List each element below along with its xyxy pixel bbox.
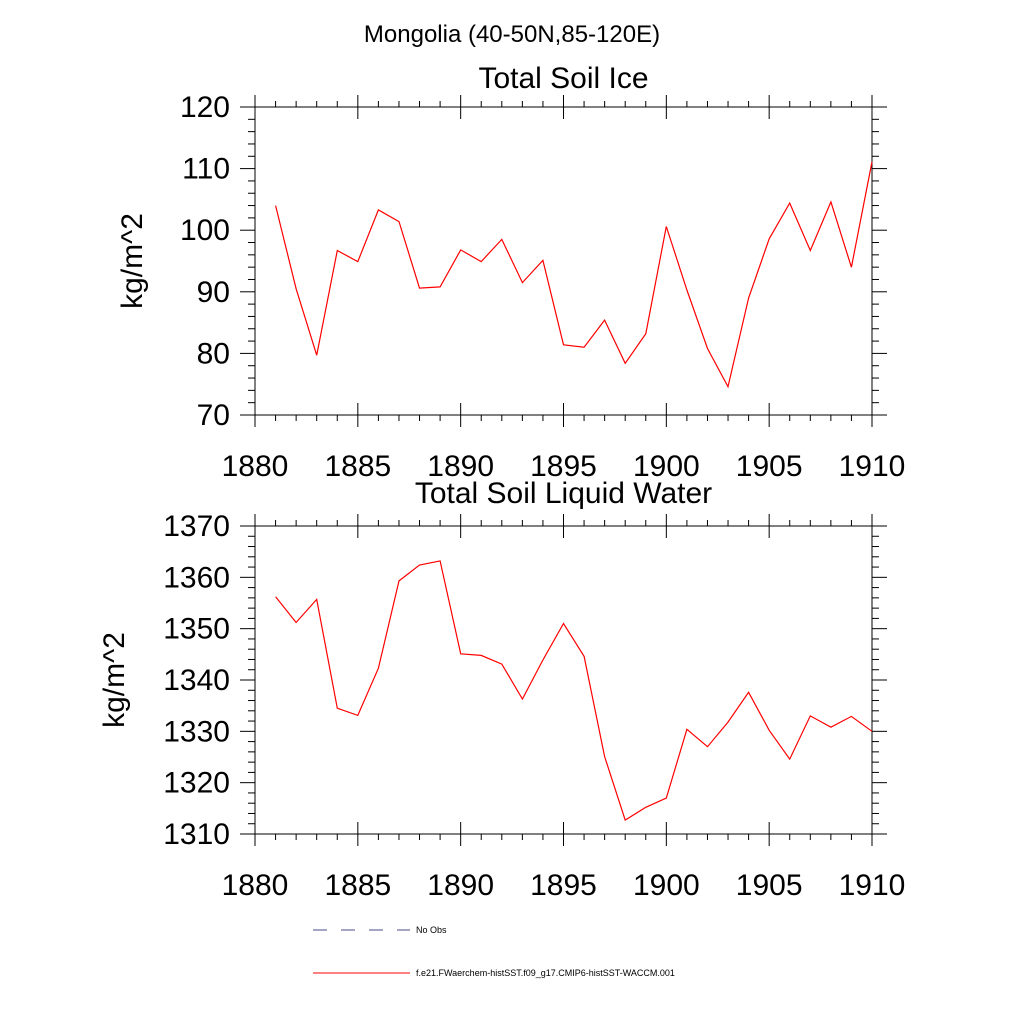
x-tick-label: 1910	[839, 869, 906, 902]
y-tick-label: 1370	[163, 510, 230, 543]
y-tick-label: 1310	[163, 818, 230, 851]
panel-title: Total Soil Ice	[478, 62, 648, 95]
x-tick-label: 1900	[633, 450, 700, 483]
x-tick-label: 1895	[530, 450, 597, 483]
y-tick-label: 80	[197, 337, 230, 370]
plot-frame	[254, 106, 873, 416]
soil-liquid-water-panel: Total Soil Liquid Water kg/m^2 1880 1885 189…	[98, 477, 905, 902]
y-tick-label: 1350	[163, 613, 230, 646]
y-tick-label: 120	[180, 91, 230, 124]
y-tick-label: 110	[182, 153, 230, 186]
y-tick-label: 1330	[163, 715, 230, 748]
y-tick-label: 1360	[163, 561, 230, 594]
x-tick-label: 1905	[736, 869, 803, 902]
y-tick-label: 100	[180, 214, 230, 247]
x-tick-label: 1895	[530, 869, 597, 902]
x-tick-label: 1910	[839, 450, 906, 483]
y-tick-label: 1320	[163, 767, 230, 800]
y-tick-label: 90	[197, 276, 230, 309]
x-tick-label: 1885	[324, 450, 391, 483]
soil-ice-panel: Total Soil Ice kg/m^2 1880 1885 1890 1895 1900…	[116, 62, 905, 483]
x-tick-label: 1890	[427, 869, 494, 902]
soil-ice-series-line	[275, 161, 873, 389]
x-tick-label: 1885	[324, 869, 391, 902]
legend-model-label: f.e21.FWaerchem-histSST.f09_g17.CMIP6-hi…	[416, 968, 675, 978]
legend-no-obs-label: No Obs	[416, 925, 447, 935]
panel-title: Total Soil Liquid Water	[415, 477, 712, 510]
y-tick-label: 1340	[163, 664, 230, 697]
x-tick-label: 1880	[222, 450, 289, 483]
x-tick-label: 1905	[736, 450, 803, 483]
figure-title: Mongolia (40-50N,85-120E)	[364, 21, 660, 48]
plot-frame	[254, 525, 873, 835]
x-tick-label: 1890	[427, 450, 494, 483]
soil-liquid-water-series-line	[275, 560, 873, 822]
legend: No Obs f.e21.FWaerchem-histSST.f09_g17.C…	[313, 925, 675, 978]
x-tick-label: 1880	[222, 869, 289, 902]
y-axis-label: kg/m^2	[116, 213, 149, 309]
x-tick-label: 1900	[633, 869, 700, 902]
y-axis-label: kg/m^2	[98, 632, 131, 728]
y-tick-label: 70	[197, 399, 230, 432]
